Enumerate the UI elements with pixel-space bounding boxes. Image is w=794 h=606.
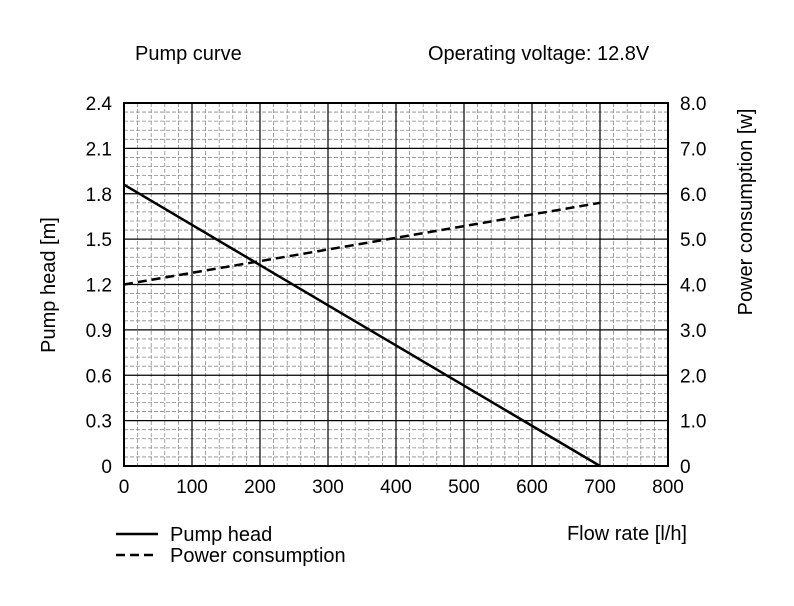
y-tick-label: 2.4 <box>86 94 113 115</box>
y2-tick-label: 6.0 <box>680 185 706 206</box>
y-tick-label: 0.3 <box>86 412 112 433</box>
x-tick-label: 800 <box>652 477 684 498</box>
chart-title: Pump curve <box>135 43 242 65</box>
x-tick-label: 500 <box>448 477 480 498</box>
x-tick-label: 300 <box>312 477 344 498</box>
series-layer <box>123 183 601 468</box>
y-tick-label: 1.2 <box>86 276 112 297</box>
x-tick-label: 600 <box>516 477 548 498</box>
legend-label-pump-head: Pump head <box>170 524 272 546</box>
chart-subtitle: Operating voltage: 12.8V <box>428 43 650 65</box>
tick-labels: 0 100 200 300 400 500 600 700 80000.30.60.91.21.… <box>86 94 707 498</box>
y-tick-label: 0.9 <box>86 321 112 342</box>
y-tick-label: 1.5 <box>86 230 112 251</box>
series-line-power-consumption <box>123 201 601 286</box>
major-grid <box>124 103 668 466</box>
y-tick-label: 2.1 <box>86 139 112 160</box>
y2-axis-label: Power consumption [w] <box>735 109 757 316</box>
x-tick-label: 200 <box>244 477 276 498</box>
x-tick-label: 0 <box>119 477 130 498</box>
legend-label-power-consumption: Power consumption <box>170 545 346 567</box>
y2-tick-label: 5.0 <box>680 230 706 251</box>
y-tick-label: 0 <box>101 457 112 478</box>
y2-tick-label: 4.0 <box>680 276 706 297</box>
legend: Pump head Power consumption <box>116 524 346 567</box>
y2-tick-label: 8.0 <box>680 94 706 115</box>
y2-tick-label: 1.0 <box>680 412 706 433</box>
y2-tick-label: 7.0 <box>680 139 706 160</box>
x-tick-label: 700 <box>584 477 616 498</box>
y2-tick-label: 2.0 <box>680 366 706 387</box>
y2-tick-label: 0 <box>680 457 691 478</box>
series-line-pump-head <box>123 183 601 468</box>
x-tick-label: 100 <box>176 477 208 498</box>
x-axis-label: Flow rate [l/h] <box>567 523 687 545</box>
y-tick-label: 0.6 <box>86 366 112 387</box>
y-tick-label: 1.8 <box>86 185 112 206</box>
y-axis-label: Pump head [m] <box>38 217 60 353</box>
y2-tick-label: 3.0 <box>680 321 706 342</box>
x-tick-label: 400 <box>380 477 412 498</box>
